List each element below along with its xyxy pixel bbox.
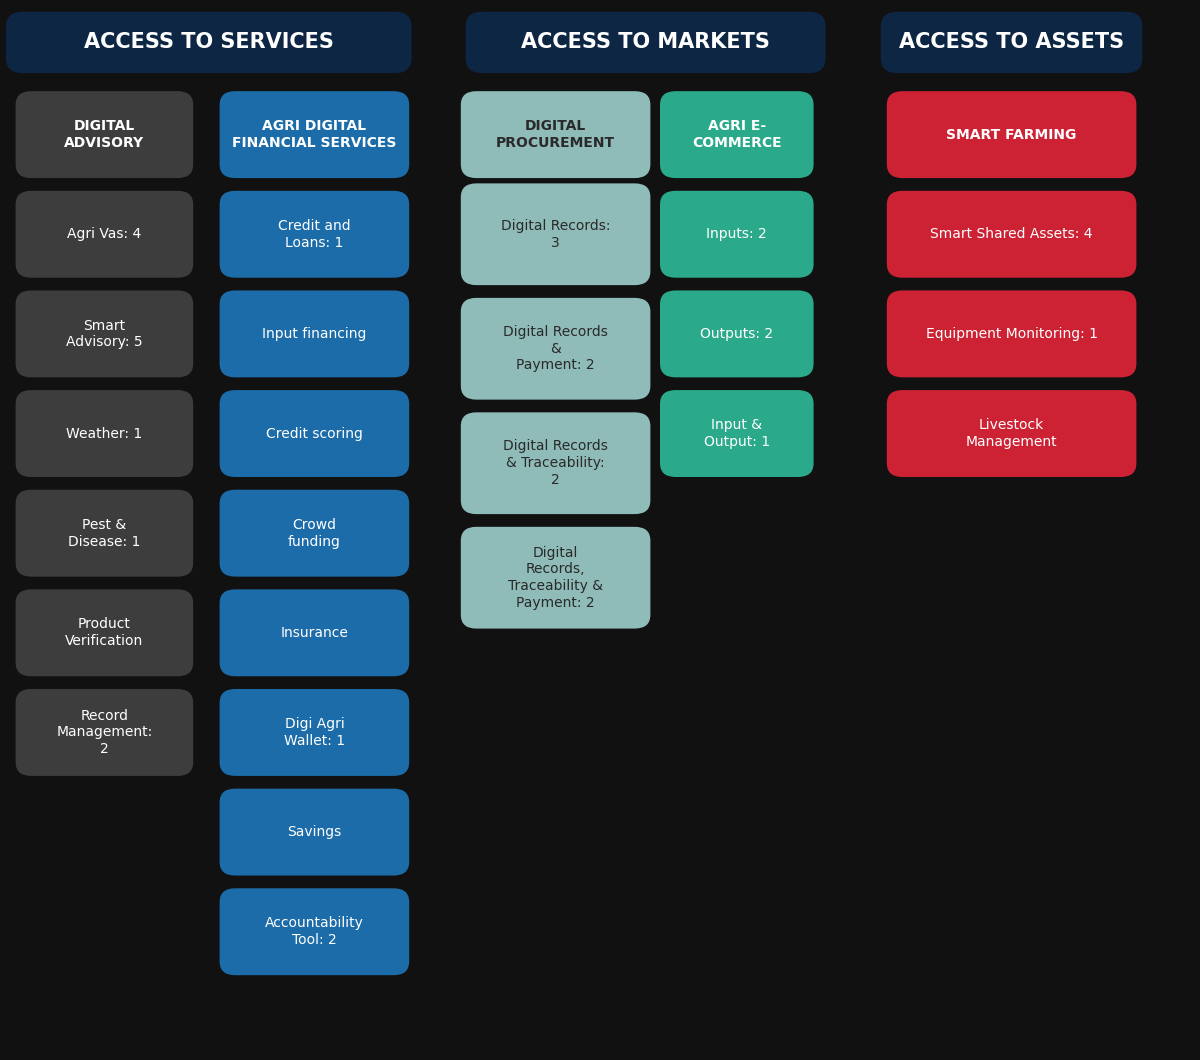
FancyBboxPatch shape — [660, 191, 814, 278]
Text: Smart
Advisory: 5: Smart Advisory: 5 — [66, 318, 143, 350]
FancyBboxPatch shape — [16, 390, 193, 477]
FancyBboxPatch shape — [16, 490, 193, 577]
FancyBboxPatch shape — [220, 191, 409, 278]
Text: Weather: 1: Weather: 1 — [66, 426, 143, 441]
FancyBboxPatch shape — [461, 412, 650, 514]
Text: Smart Shared Assets: 4: Smart Shared Assets: 4 — [930, 227, 1093, 242]
FancyBboxPatch shape — [220, 390, 409, 477]
Text: ACCESS TO SERVICES: ACCESS TO SERVICES — [84, 33, 334, 52]
Text: DIGITAL
ADVISORY: DIGITAL ADVISORY — [65, 119, 144, 151]
Text: AGRI E-
COMMERCE: AGRI E- COMMERCE — [692, 119, 781, 151]
FancyBboxPatch shape — [6, 12, 412, 73]
FancyBboxPatch shape — [220, 490, 409, 577]
Text: Accountability
Tool: 2: Accountability Tool: 2 — [265, 916, 364, 948]
FancyBboxPatch shape — [887, 390, 1136, 477]
Text: ACCESS TO MARKETS: ACCESS TO MARKETS — [521, 33, 770, 52]
Text: AGRI DIGITAL
FINANCIAL SERVICES: AGRI DIGITAL FINANCIAL SERVICES — [233, 119, 396, 151]
FancyBboxPatch shape — [220, 888, 409, 975]
FancyBboxPatch shape — [887, 290, 1136, 377]
FancyBboxPatch shape — [461, 298, 650, 400]
Text: Savings: Savings — [287, 825, 342, 840]
FancyBboxPatch shape — [220, 789, 409, 876]
FancyBboxPatch shape — [461, 91, 650, 178]
Text: Insurance: Insurance — [281, 625, 348, 640]
Text: Credit and
Loans: 1: Credit and Loans: 1 — [278, 218, 350, 250]
Text: ACCESS TO ASSETS: ACCESS TO ASSETS — [899, 33, 1124, 52]
FancyBboxPatch shape — [660, 91, 814, 178]
Text: SMART FARMING: SMART FARMING — [947, 127, 1076, 142]
Text: Inputs: 2: Inputs: 2 — [707, 227, 767, 242]
Text: Pest &
Disease: 1: Pest & Disease: 1 — [68, 517, 140, 549]
FancyBboxPatch shape — [887, 91, 1136, 178]
FancyBboxPatch shape — [220, 689, 409, 776]
Text: Outputs: 2: Outputs: 2 — [701, 326, 773, 341]
FancyBboxPatch shape — [461, 527, 650, 629]
Text: Product
Verification: Product Verification — [65, 617, 144, 649]
FancyBboxPatch shape — [16, 91, 193, 178]
Text: Input &
Output: 1: Input & Output: 1 — [703, 418, 770, 449]
FancyBboxPatch shape — [466, 12, 826, 73]
FancyBboxPatch shape — [16, 290, 193, 377]
FancyBboxPatch shape — [220, 290, 409, 377]
Text: Crowd
funding: Crowd funding — [288, 517, 341, 549]
FancyBboxPatch shape — [220, 589, 409, 676]
Text: Agri Vas: 4: Agri Vas: 4 — [67, 227, 142, 242]
FancyBboxPatch shape — [660, 390, 814, 477]
FancyBboxPatch shape — [220, 91, 409, 178]
FancyBboxPatch shape — [660, 290, 814, 377]
FancyBboxPatch shape — [16, 589, 193, 676]
Text: Digital Records:
3: Digital Records: 3 — [500, 218, 611, 250]
Text: Digital Records
&
Payment: 2: Digital Records & Payment: 2 — [503, 325, 608, 372]
FancyBboxPatch shape — [461, 183, 650, 285]
Text: Equipment Monitoring: 1: Equipment Monitoring: 1 — [925, 326, 1098, 341]
Text: DIGITAL
PROCUREMENT: DIGITAL PROCUREMENT — [496, 119, 616, 151]
Text: Input financing: Input financing — [263, 326, 366, 341]
FancyBboxPatch shape — [16, 191, 193, 278]
Text: Digital Records
& Traceability:
2: Digital Records & Traceability: 2 — [503, 440, 608, 487]
Text: Record
Management:
2: Record Management: 2 — [56, 709, 152, 756]
Text: Digital
Records,
Traceability &
Payment: 2: Digital Records, Traceability & Payment:… — [508, 546, 604, 609]
Text: Digi Agri
Wallet: 1: Digi Agri Wallet: 1 — [284, 717, 344, 748]
FancyBboxPatch shape — [887, 191, 1136, 278]
FancyBboxPatch shape — [16, 689, 193, 776]
FancyBboxPatch shape — [881, 12, 1142, 73]
Text: Credit scoring: Credit scoring — [266, 426, 362, 441]
Text: Livestock
Management: Livestock Management — [966, 418, 1057, 449]
